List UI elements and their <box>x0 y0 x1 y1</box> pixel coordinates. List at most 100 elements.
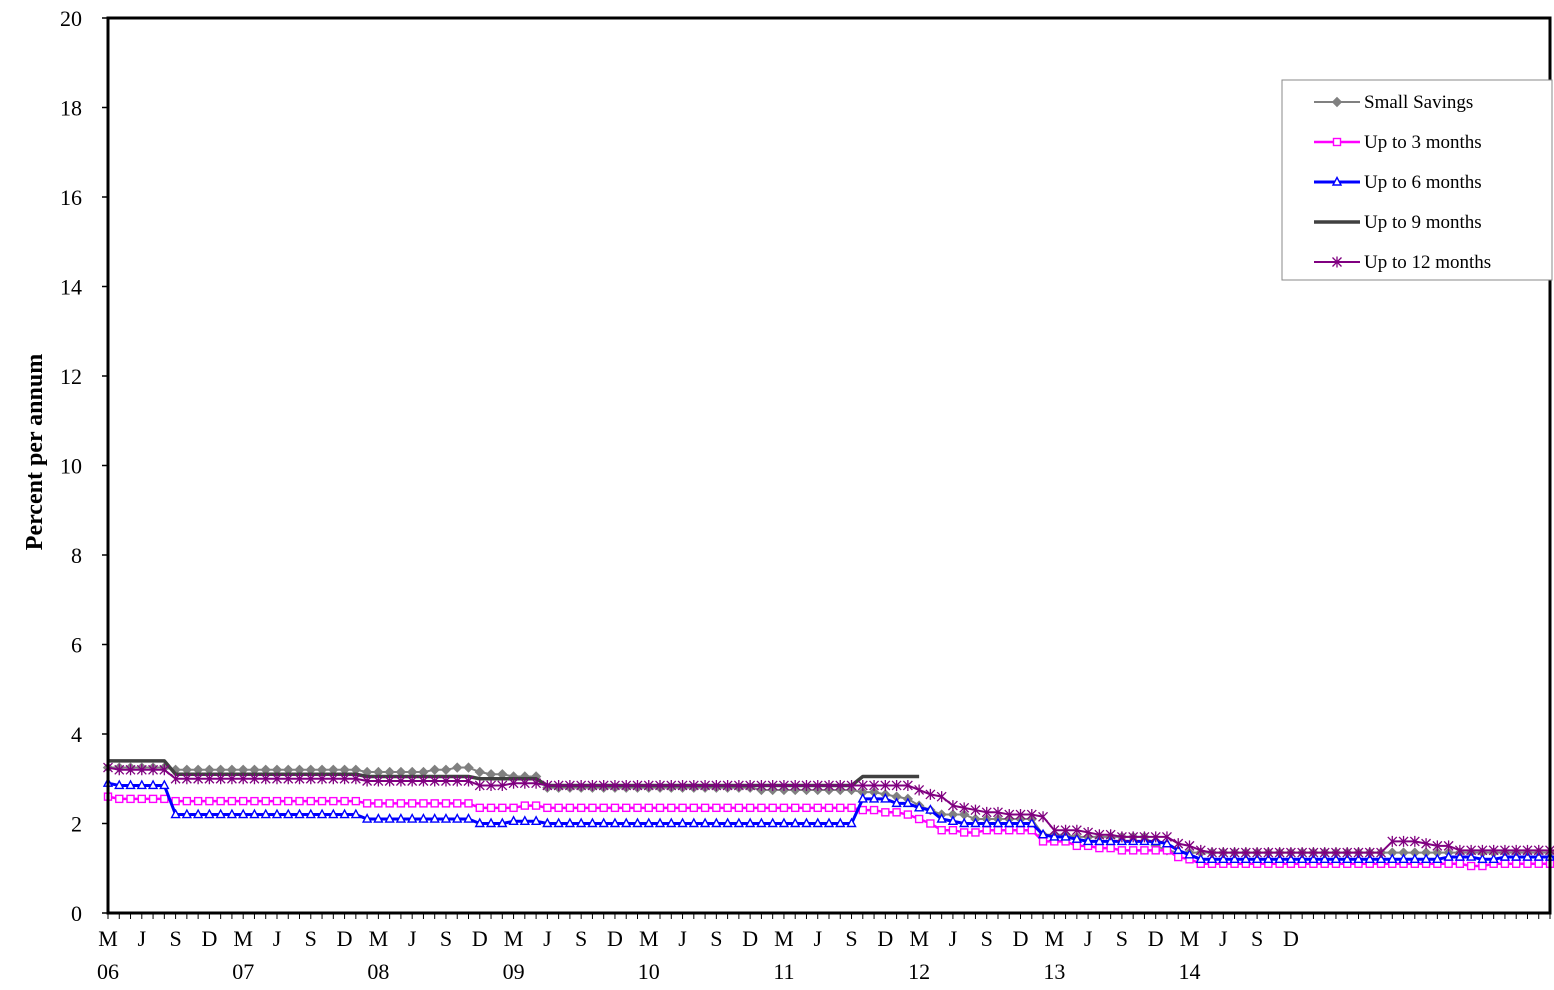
x-month-label: D <box>1283 926 1299 951</box>
data-point <box>430 799 439 808</box>
x-month-label: J <box>273 926 282 951</box>
data-point <box>745 779 756 791</box>
series-layer <box>102 759 1554 871</box>
x-month-label: S <box>440 926 452 951</box>
data-point <box>1488 844 1499 856</box>
data-point <box>418 813 429 823</box>
data-point <box>1477 844 1488 856</box>
data-point <box>621 779 632 791</box>
data-point <box>520 801 530 810</box>
data-point <box>801 779 812 791</box>
data-point <box>643 817 654 828</box>
data-point <box>1083 826 1094 838</box>
data-point <box>1533 844 1544 856</box>
data-point <box>857 779 868 791</box>
data-point <box>440 764 452 776</box>
data-point <box>171 796 180 806</box>
data-point <box>475 803 484 813</box>
data-point <box>1512 859 1521 868</box>
data-point <box>926 819 935 828</box>
data-point <box>1206 853 1218 863</box>
data-point <box>744 817 756 828</box>
data-point <box>317 796 327 806</box>
data-point <box>238 808 249 819</box>
data-point <box>823 817 835 828</box>
data-point <box>1094 829 1105 841</box>
data-point <box>982 826 991 835</box>
data-point <box>1522 851 1533 861</box>
x-month-label: S <box>710 926 722 951</box>
x-month-label: D <box>1013 926 1029 951</box>
data-point <box>114 779 125 790</box>
data-point <box>959 817 970 828</box>
x-month-label: J <box>813 926 822 951</box>
data-point <box>429 813 440 823</box>
data-point <box>610 803 620 813</box>
data-point <box>1195 853 1206 863</box>
data-point <box>385 799 394 808</box>
y-tick-label: 8 <box>71 543 82 568</box>
data-point <box>1038 837 1048 846</box>
data-point <box>530 815 542 825</box>
data-point <box>1240 847 1251 859</box>
data-point <box>902 779 913 791</box>
legend-entry-label: Up to 6 months <box>1364 172 1482 193</box>
data-point <box>925 804 936 814</box>
data-point <box>463 762 474 773</box>
data-point <box>1263 847 1274 859</box>
data-point <box>463 775 474 787</box>
data-point <box>1117 846 1127 855</box>
data-point <box>1184 848 1195 859</box>
data-point <box>632 817 643 828</box>
data-point <box>1173 844 1184 855</box>
data-point <box>114 764 125 776</box>
x-month-label: D <box>607 926 623 951</box>
data-point <box>959 828 969 837</box>
data-point <box>1229 853 1240 863</box>
data-point <box>621 817 632 828</box>
data-point <box>531 777 542 789</box>
data-point <box>1296 853 1308 863</box>
data-point <box>542 779 553 791</box>
data-point <box>159 779 170 790</box>
data-point <box>1004 809 1015 821</box>
data-point <box>1229 847 1240 859</box>
data-point <box>1353 853 1364 863</box>
data-point <box>588 803 597 813</box>
data-point <box>125 779 136 790</box>
y-tick-label: 10 <box>60 454 82 479</box>
series-line <box>107 781 1554 861</box>
data-point <box>1274 847 1285 859</box>
x-month-label: J <box>543 926 552 951</box>
legend-swatch-marker <box>1332 256 1342 268</box>
data-point <box>802 803 811 813</box>
data-point <box>1398 853 1409 863</box>
legend-swatch-marker <box>1332 137 1342 147</box>
data-point <box>193 796 203 806</box>
data-point <box>790 817 801 828</box>
x-month-label: S <box>169 926 181 951</box>
data-point <box>1511 844 1522 856</box>
data-point <box>868 792 880 803</box>
data-point <box>193 773 204 785</box>
data-point <box>1162 831 1172 843</box>
data-point <box>1342 853 1353 863</box>
data-point <box>1387 835 1398 847</box>
data-point <box>1207 847 1217 859</box>
data-point <box>700 803 710 813</box>
x-month-label: M <box>774 926 794 951</box>
data-point <box>1454 844 1465 856</box>
data-point <box>869 779 880 791</box>
data-point <box>215 808 226 819</box>
data-point <box>1421 838 1432 850</box>
data-point <box>1443 851 1454 861</box>
data-point <box>835 779 846 791</box>
data-point <box>824 779 834 791</box>
y-tick-label: 0 <box>71 901 82 926</box>
data-point <box>1466 861 1476 871</box>
data-point <box>238 773 249 785</box>
data-point <box>1005 826 1014 835</box>
x-year-label: 09 <box>503 959 525 984</box>
data-point <box>576 779 587 791</box>
data-point <box>295 796 304 806</box>
